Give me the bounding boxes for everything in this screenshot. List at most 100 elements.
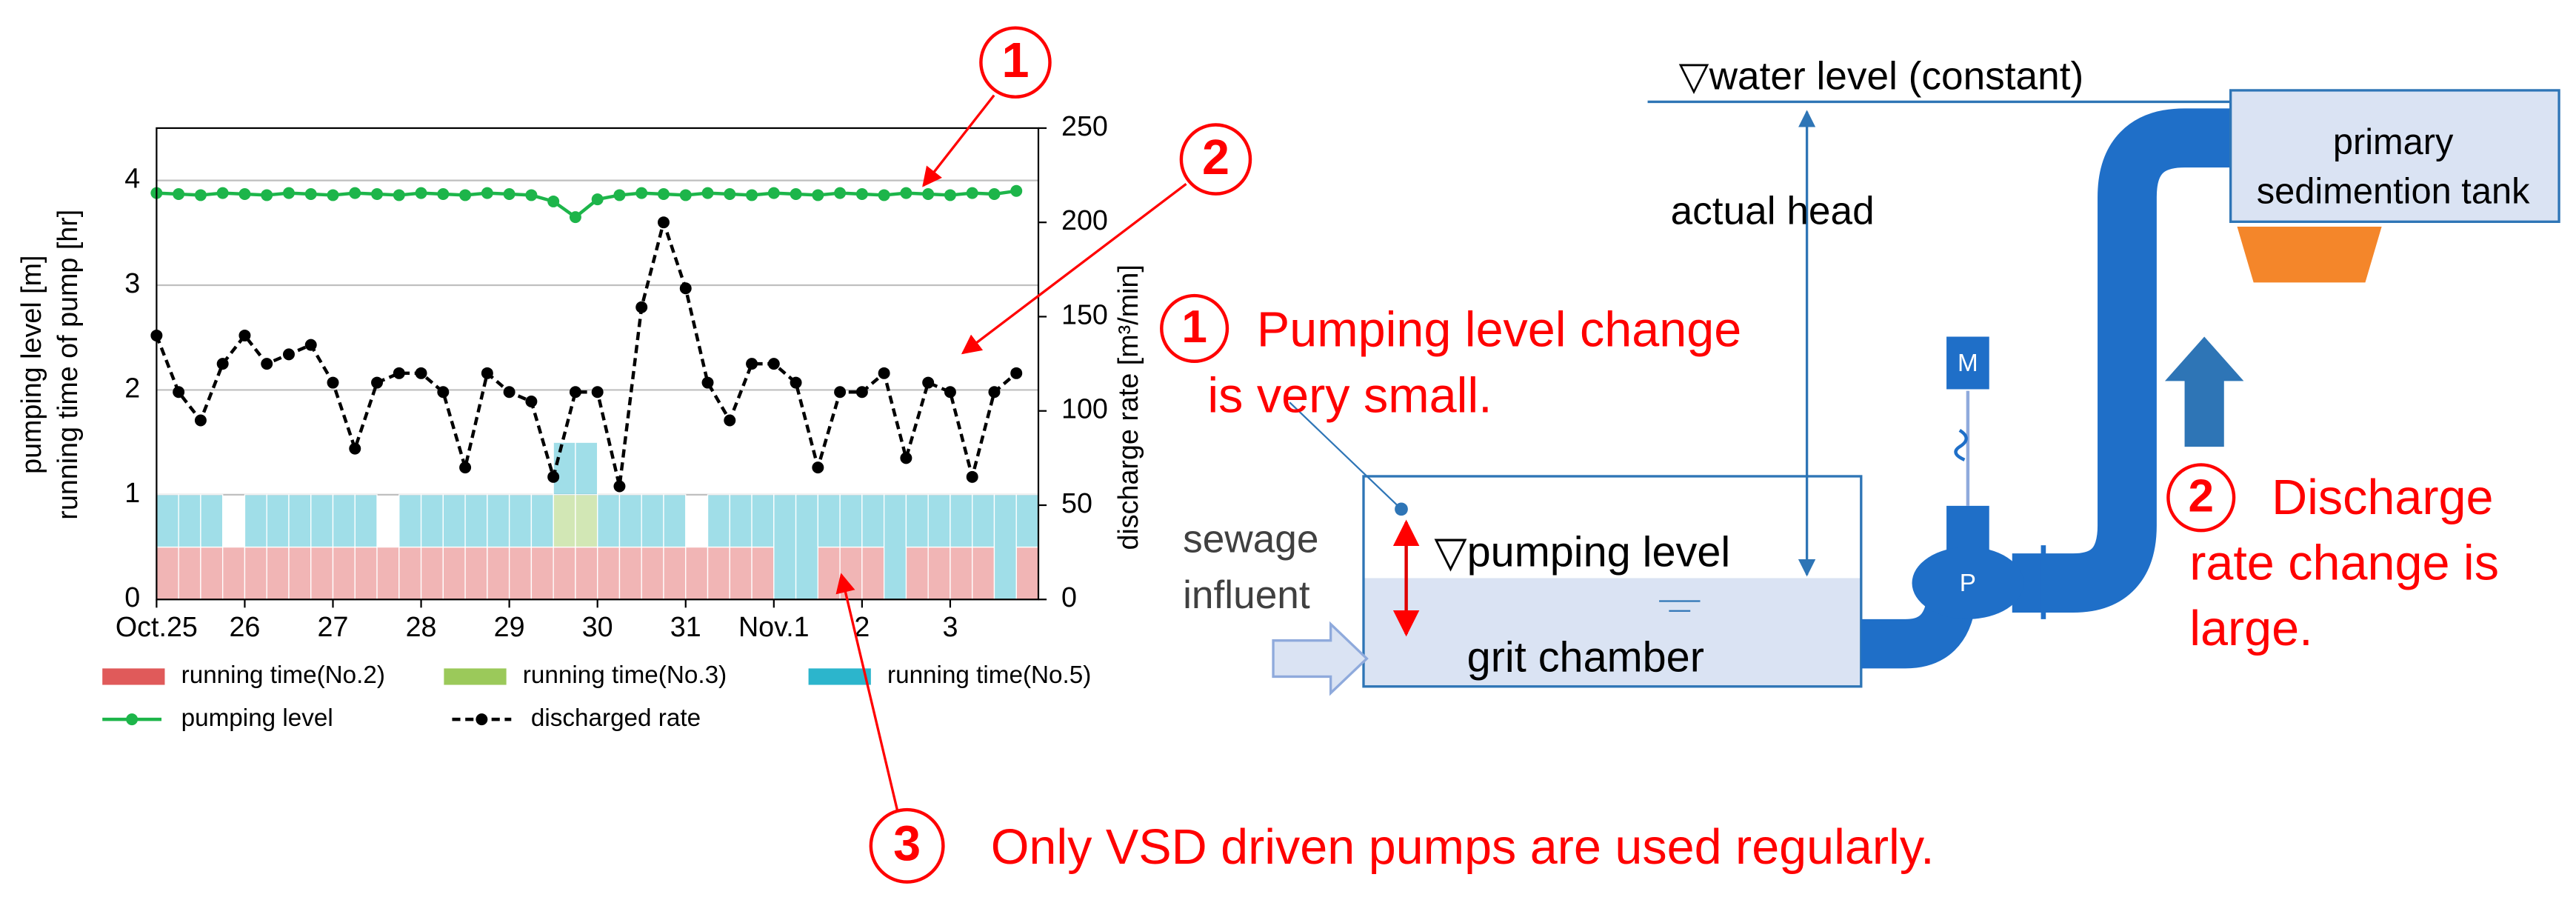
series-point xyxy=(173,386,185,399)
bar-segment xyxy=(376,546,400,600)
series-point xyxy=(878,367,890,379)
series-point xyxy=(415,187,427,199)
bar-segment xyxy=(972,494,995,548)
series-point xyxy=(282,187,295,199)
chamber-label: grit chamber xyxy=(1467,634,1704,681)
y2-tick-label: 50 xyxy=(1061,487,1092,519)
series-point xyxy=(547,470,560,483)
series-point xyxy=(701,376,714,389)
bar-segment xyxy=(288,494,312,548)
series-point xyxy=(834,386,847,399)
series-point xyxy=(944,189,956,201)
bar-segment xyxy=(266,546,290,600)
series-point xyxy=(525,189,538,201)
x-tick-label: 2 xyxy=(854,611,870,642)
y-tick-label: 0 xyxy=(124,581,140,613)
chart-callouts xyxy=(835,26,1252,884)
series-point xyxy=(1010,184,1023,197)
bar-segment xyxy=(597,494,621,548)
series-point xyxy=(393,189,405,201)
bar-segment xyxy=(575,441,598,496)
series-point xyxy=(746,358,758,370)
bar-segment xyxy=(310,494,334,548)
callout-text: rate change is xyxy=(2189,536,2499,590)
bar-segment xyxy=(861,494,885,548)
legend-marker xyxy=(476,713,488,726)
motor xyxy=(1946,336,1989,390)
bar-segment xyxy=(905,546,929,600)
series-point xyxy=(790,376,802,389)
x-tick-label: Oct.25 xyxy=(116,611,198,642)
influent-arrow xyxy=(1272,621,1369,696)
series-point xyxy=(216,358,229,370)
pump xyxy=(1912,547,2024,619)
bar-segment xyxy=(751,546,775,600)
bar-segment xyxy=(222,546,246,600)
bar-segment xyxy=(751,494,775,548)
bar-segment xyxy=(927,546,951,600)
bar-segment xyxy=(487,494,510,548)
callout-circle xyxy=(1160,293,1229,363)
water xyxy=(1363,578,1861,687)
bar-segment xyxy=(354,494,378,548)
series-point xyxy=(459,461,472,474)
series-point xyxy=(547,195,560,207)
series-point xyxy=(591,386,604,399)
series-point xyxy=(855,386,868,399)
bar-segment xyxy=(1015,546,1039,600)
sedimentation-tank xyxy=(2229,89,2560,223)
x-tick-label: Nov.1 xyxy=(738,611,810,642)
series-point xyxy=(194,189,207,201)
bar-segment xyxy=(795,494,819,600)
bar-segment xyxy=(156,546,179,600)
callout-number: 3 xyxy=(893,817,921,872)
series-point xyxy=(591,193,604,206)
callout-circle xyxy=(979,26,1052,99)
influent-label: influent xyxy=(1183,573,1310,617)
y2-tick-label: 100 xyxy=(1061,393,1108,424)
series-point xyxy=(988,386,1001,399)
bar-segment xyxy=(178,546,201,600)
callout-circle xyxy=(1179,123,1252,196)
series-point xyxy=(459,189,472,201)
bar-segment xyxy=(773,494,797,600)
series-point xyxy=(944,386,956,399)
y-tick-label: 3 xyxy=(124,267,140,299)
bar-segment xyxy=(398,546,422,600)
bar-segment xyxy=(663,494,687,548)
callout-text: Only VSD driven pumps are used regularly… xyxy=(991,820,1935,875)
series-point xyxy=(481,187,493,199)
series-point xyxy=(194,414,207,427)
bar-segment xyxy=(817,494,841,548)
callout-text: is very small. xyxy=(1207,368,1492,423)
series-point xyxy=(327,376,339,389)
series-point xyxy=(613,189,626,201)
bar-segment xyxy=(310,546,334,600)
series-point xyxy=(613,480,626,493)
callout-text: Discharge xyxy=(2272,470,2493,525)
plot-frame xyxy=(156,127,1040,601)
bar-segment xyxy=(553,441,576,496)
series-point xyxy=(327,189,339,201)
influent-label: sewage xyxy=(1183,518,1318,561)
bar-segment xyxy=(420,494,444,548)
bar-segment xyxy=(530,546,554,600)
bar-segment xyxy=(553,494,576,548)
bar-segment xyxy=(817,546,841,600)
series-point xyxy=(238,188,251,201)
series-point xyxy=(569,386,581,399)
series-point xyxy=(790,188,802,201)
legend-marker xyxy=(126,713,139,726)
flow-arrow xyxy=(2164,336,2244,447)
series-point xyxy=(282,348,295,361)
bar-segment xyxy=(839,546,863,600)
bar-segment xyxy=(839,494,863,548)
pump-label: P xyxy=(1960,570,1976,597)
bar-segment xyxy=(178,494,201,548)
series-point xyxy=(261,358,273,370)
x-tick-label: 31 xyxy=(670,611,701,642)
series-point xyxy=(437,386,450,399)
series-point xyxy=(724,188,736,201)
x-tick-label: 30 xyxy=(582,611,613,642)
